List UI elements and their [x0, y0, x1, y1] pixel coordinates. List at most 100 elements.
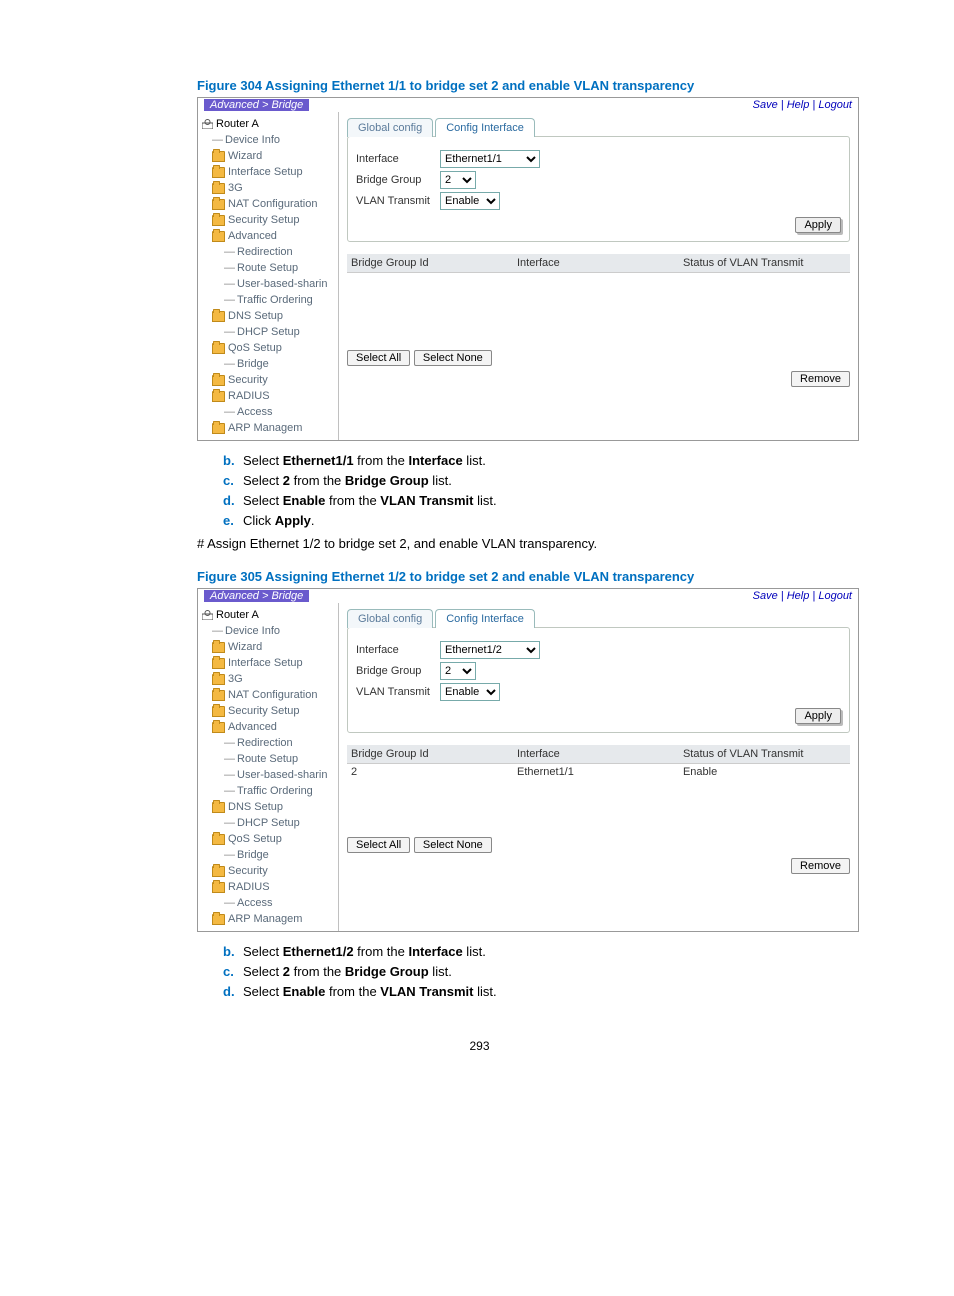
- remove-button[interactable]: Remove: [791, 371, 850, 387]
- hash-line-304: # Assign Ethernet 1/2 to bridge set 2, a…: [197, 536, 762, 551]
- cell-status: Enable: [679, 764, 850, 781]
- sidebar-item[interactable]: Security: [212, 863, 338, 879]
- folder-icon: [212, 343, 225, 354]
- select-none-button[interactable]: Select None: [414, 350, 492, 366]
- sidebar-item[interactable]: —Access: [224, 404, 338, 420]
- sidebar-item[interactable]: ARP Managem: [212, 420, 338, 436]
- sidebar-item[interactable]: Security Setup: [212, 212, 338, 228]
- sidebar-item-label: Bridge: [237, 847, 269, 863]
- ss-body: Router A —Device InfoWizardInterface Set…: [198, 112, 858, 440]
- vlan-transmit-select[interactable]: Enable: [440, 192, 500, 210]
- sidebar-item[interactable]: Advanced: [212, 719, 338, 735]
- tree-branch: —: [224, 356, 235, 372]
- sidebar-item[interactable]: RADIUS: [212, 388, 338, 404]
- col-status: Status of VLAN Transmit: [679, 745, 850, 764]
- save-link[interactable]: Save: [753, 590, 778, 602]
- tab-config-interface[interactable]: Config Interface: [435, 609, 535, 628]
- vlan-transmit-select[interactable]: Enable: [440, 683, 500, 701]
- table-row[interactable]: 2Ethernet1/1Enable: [347, 764, 850, 781]
- save-link[interactable]: Save: [753, 99, 778, 111]
- select-all-button[interactable]: Select All: [347, 350, 410, 366]
- folder-icon: [212, 183, 225, 194]
- logout-link[interactable]: Logout: [818, 99, 852, 111]
- sidebar-item-label: Access: [237, 895, 272, 911]
- sidebar-item[interactable]: —Traffic Ordering: [224, 292, 338, 308]
- sidebar-item[interactable]: —Route Setup: [224, 260, 338, 276]
- sidebar-item[interactable]: —Device Info: [212, 132, 338, 148]
- figure-304-caption: Figure 304 Assigning Ethernet 1/1 to bri…: [197, 78, 762, 93]
- sidebar-item[interactable]: 3G: [212, 180, 338, 196]
- logout-link[interactable]: Logout: [818, 590, 852, 602]
- sidebar-item-label: RADIUS: [228, 388, 270, 404]
- step-item: d.Select Enable from the VLAN Transmit l…: [223, 493, 762, 508]
- sidebar-item[interactable]: ARP Managem: [212, 911, 338, 927]
- tree-branch: —: [224, 292, 235, 308]
- bridge-group-select[interactable]: 2: [440, 662, 476, 680]
- sidebar-item[interactable]: Interface Setup: [212, 655, 338, 671]
- apply-button[interactable]: Apply: [795, 708, 841, 724]
- select-all-button[interactable]: Select All: [347, 837, 410, 853]
- sidebar-item-label: ARP Managem: [228, 420, 302, 436]
- tab-config-interface[interactable]: Config Interface: [435, 118, 535, 137]
- sidebar-item[interactable]: —Bridge: [224, 847, 338, 863]
- sidebar-item[interactable]: QoS Setup: [212, 340, 338, 356]
- breadcrumb: Advanced > Bridge: [204, 99, 309, 111]
- sidebar-item[interactable]: Wizard: [212, 148, 338, 164]
- sidebar-item[interactable]: DNS Setup: [212, 799, 338, 815]
- sidebar-item[interactable]: —User-based-sharin: [224, 767, 338, 783]
- sidebar-item-label: Security: [228, 863, 268, 879]
- tab-global[interactable]: Global config: [347, 609, 433, 628]
- sidebar-item[interactable]: Security: [212, 372, 338, 388]
- sidebar-item[interactable]: —Redirection: [224, 735, 338, 751]
- sidebar-item[interactable]: NAT Configuration: [212, 687, 338, 703]
- sidebar-item[interactable]: —Traffic Ordering: [224, 783, 338, 799]
- folder-icon: [212, 375, 225, 386]
- cell-bridge-id: 2: [347, 764, 513, 781]
- sidebar-item[interactable]: —Device Info: [212, 623, 338, 639]
- folder-icon: [212, 391, 225, 402]
- apply-button[interactable]: Apply: [795, 217, 841, 233]
- sidebar-item[interactable]: Interface Setup: [212, 164, 338, 180]
- tabs: Global config Config Interface: [347, 609, 850, 628]
- tab-global[interactable]: Global config: [347, 118, 433, 137]
- sidebar-item[interactable]: 3G: [212, 671, 338, 687]
- sidebar-item-label: Advanced: [228, 719, 277, 735]
- form-area: Interface Ethernet1/1 Bridge Group 2 VLA…: [347, 136, 850, 242]
- sidebar-item[interactable]: —DHCP Setup: [224, 324, 338, 340]
- sidebar-item[interactable]: QoS Setup: [212, 831, 338, 847]
- sidebar-item[interactable]: NAT Configuration: [212, 196, 338, 212]
- sidebar-item[interactable]: —User-based-sharin: [224, 276, 338, 292]
- sidebar-item-label: QoS Setup: [228, 831, 282, 847]
- breadcrumb-305: Advanced > Bridge: [204, 590, 309, 602]
- ss-header: Advanced > Bridge Save | Help | Logout: [198, 98, 858, 112]
- sidebar-item[interactable]: —Redirection: [224, 244, 338, 260]
- sidebar-item-label: 3G: [228, 671, 243, 687]
- sidebar-item[interactable]: RADIUS: [212, 879, 338, 895]
- sidebar-root: Router A: [202, 116, 338, 132]
- sidebar-item[interactable]: Wizard: [212, 639, 338, 655]
- folder-icon: [212, 722, 225, 733]
- folder-icon: [212, 151, 225, 162]
- sidebar-item[interactable]: —DHCP Setup: [224, 815, 338, 831]
- vlan-transmit-label: VLAN Transmit: [356, 686, 440, 698]
- sidebar-item[interactable]: Security Setup: [212, 703, 338, 719]
- interface-select[interactable]: Ethernet1/1: [440, 150, 540, 168]
- help-link[interactable]: Help: [787, 590, 810, 602]
- device-name: Router A: [216, 116, 259, 132]
- folder-icon: [212, 423, 225, 434]
- sidebar-root: Router A: [202, 607, 338, 623]
- sidebar-item-label: Security: [228, 372, 268, 388]
- bridge-group-label: Bridge Group: [356, 174, 440, 186]
- sidebar-item[interactable]: —Bridge: [224, 356, 338, 372]
- remove-button[interactable]: Remove: [791, 858, 850, 874]
- help-link[interactable]: Help: [787, 99, 810, 111]
- step-item: b.Select Ethernet1/1 from the Interface …: [223, 453, 762, 468]
- sidebar-item-label: Access: [237, 404, 272, 420]
- sidebar-item[interactable]: Advanced: [212, 228, 338, 244]
- sidebar-item[interactable]: DNS Setup: [212, 308, 338, 324]
- select-none-button[interactable]: Select None: [414, 837, 492, 853]
- bridge-group-select[interactable]: 2: [440, 171, 476, 189]
- sidebar-item[interactable]: —Access: [224, 895, 338, 911]
- interface-select[interactable]: Ethernet1/2: [440, 641, 540, 659]
- sidebar-item[interactable]: —Route Setup: [224, 751, 338, 767]
